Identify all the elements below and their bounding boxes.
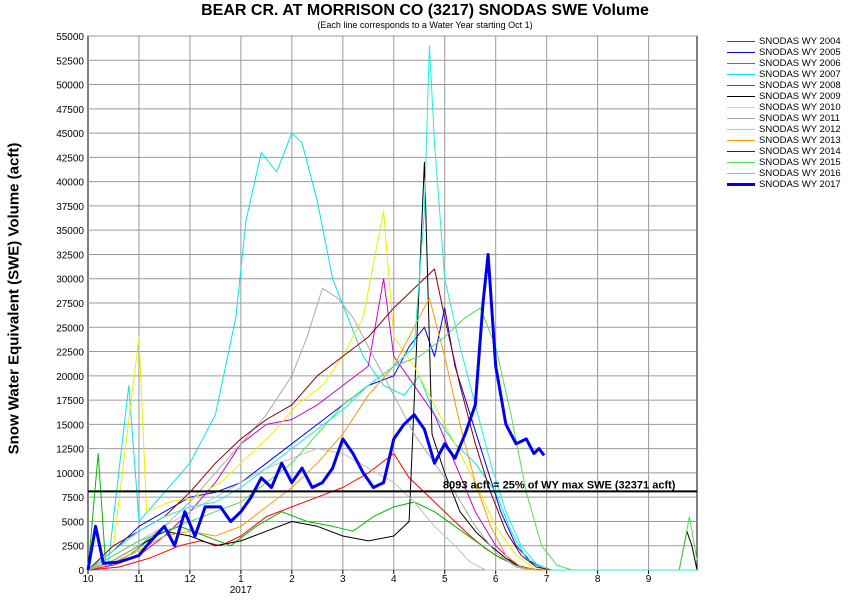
legend-swatch bbox=[727, 118, 755, 119]
legend-swatch bbox=[727, 162, 755, 163]
legend-label: SNODAS WY 2017 bbox=[759, 179, 841, 190]
x-tick-label: 1 bbox=[238, 574, 244, 585]
y-tick-label: 17500 bbox=[56, 396, 84, 407]
y-tick-label: 2500 bbox=[62, 542, 85, 553]
y-tick-label: 50000 bbox=[56, 81, 84, 92]
year-label: 2017 bbox=[230, 585, 253, 596]
y-tick-label: 35000 bbox=[56, 226, 84, 237]
x-tick-label: 7 bbox=[544, 574, 550, 585]
legend-label: SNODAS WY 2015 bbox=[759, 157, 841, 168]
y-tick-label: 0 bbox=[78, 566, 84, 577]
legend-label: SNODAS WY 2005 bbox=[759, 47, 841, 58]
legend-label: SNODAS WY 2012 bbox=[759, 124, 841, 135]
series-line-snodas-wy-2017 bbox=[86, 253, 546, 571]
legend-swatch bbox=[727, 173, 755, 174]
legend-label: SNODAS WY 2014 bbox=[759, 146, 841, 157]
series-line-snodas-wy-2015 bbox=[87, 307, 698, 571]
y-tick-label: 32500 bbox=[56, 250, 84, 261]
legend-swatch bbox=[727, 140, 755, 141]
legend-label: SNODAS WY 2008 bbox=[759, 80, 841, 91]
x-tick-label: 5 bbox=[442, 574, 448, 585]
y-tick-label: 25000 bbox=[56, 323, 84, 334]
y-tick-label: 45000 bbox=[56, 129, 84, 140]
y-tick-label: 22500 bbox=[56, 348, 84, 359]
legend-label: SNODAS WY 2016 bbox=[759, 168, 841, 179]
series-line-snodas-wy-2014 bbox=[87, 268, 697, 571]
y-tick-label: 47500 bbox=[56, 105, 84, 116]
legend-label: SNODAS WY 2009 bbox=[759, 91, 841, 102]
series-line-snodas-wy-2005 bbox=[87, 307, 697, 571]
reference-line-label: 8093 acft = 25% of WY max SWE (32371 acf… bbox=[443, 479, 676, 491]
y-tick-label: 37500 bbox=[56, 202, 84, 213]
legend-label: SNODAS WY 2007 bbox=[759, 69, 841, 80]
legend-swatch bbox=[727, 63, 755, 64]
y-tick-label: 10000 bbox=[56, 469, 84, 480]
series-line-snodas-wy-2008 bbox=[87, 278, 697, 571]
y-tick-label: 42500 bbox=[56, 153, 84, 164]
x-tick-label: 3 bbox=[340, 574, 346, 585]
x-tick-label: 12 bbox=[184, 574, 196, 585]
x-tick-label: 11 bbox=[134, 574, 145, 585]
y-tick-label: 20000 bbox=[56, 372, 84, 383]
y-tick-label: 27500 bbox=[56, 299, 84, 310]
chart-title: BEAR CR. AT MORRISON CO (3217) SNODAS SW… bbox=[201, 2, 649, 19]
series-line-snodas-wy-2006 bbox=[87, 453, 697, 571]
legend-label: SNODAS WY 2010 bbox=[759, 102, 841, 113]
legend-label: SNODAS WY 2006 bbox=[759, 58, 841, 69]
legend-swatch bbox=[727, 85, 755, 86]
legend-swatch bbox=[727, 151, 755, 152]
chart-subtitle: (Each line corresponds to a Water Year s… bbox=[317, 20, 533, 30]
series-line-snodas-wy-2016 bbox=[87, 45, 697, 571]
series-line-snodas-wy-2013 bbox=[87, 297, 697, 571]
legend-label: SNODAS WY 2011 bbox=[759, 113, 840, 124]
x-tick-label: 4 bbox=[391, 574, 397, 585]
y-tick-label: 55000 bbox=[56, 32, 84, 43]
x-tick-label: 8 bbox=[595, 574, 601, 585]
y-tick-label: 12500 bbox=[56, 445, 84, 456]
x-tick-label: 10 bbox=[82, 574, 94, 585]
legend-swatch bbox=[727, 96, 755, 97]
y-tick-label: 5000 bbox=[62, 517, 85, 528]
legend-swatch bbox=[727, 129, 755, 130]
legend-label: SNODAS WY 2013 bbox=[759, 135, 841, 146]
y-tick-label: 7500 bbox=[62, 493, 85, 504]
legend-swatch bbox=[727, 183, 755, 186]
x-tick-label: 6 bbox=[493, 574, 499, 585]
legend-label: SNODAS WY 2004 bbox=[759, 36, 841, 47]
legend-swatch bbox=[727, 41, 755, 42]
y-tick-label: 15000 bbox=[56, 420, 84, 431]
legend-swatch bbox=[727, 52, 755, 53]
legend-swatch bbox=[727, 107, 755, 108]
y-tick-label: 52500 bbox=[56, 56, 84, 67]
y-tick-label: 30000 bbox=[56, 275, 84, 286]
legend-swatch bbox=[727, 74, 755, 75]
x-tick-label: 2 bbox=[289, 574, 295, 585]
x-tick-label: 9 bbox=[646, 574, 652, 585]
y-tick-label: 40000 bbox=[56, 178, 84, 189]
